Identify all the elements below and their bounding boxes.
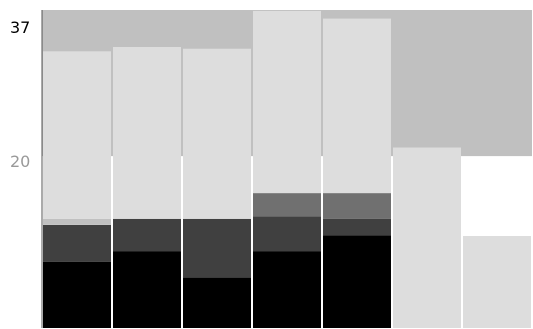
y-tick-label-20: 20 [10, 152, 30, 171]
bar-4-segment-4 [323, 18, 391, 194]
bar-4-segment-0 [323, 235, 391, 328]
bar-3-segment-0 [253, 251, 321, 328]
bar-3-segment-2 [253, 193, 321, 217]
bar-0-segment-0 [43, 261, 111, 328]
bar-5-segment-4 [393, 147, 461, 328]
bar-0-segment-4 [43, 51, 111, 219]
bar-0-segment-3 [43, 218, 111, 225]
y-axis: 37 20 [10, 10, 43, 328]
bar-3-segment-1 [253, 216, 321, 252]
bar-4-segment-2 [323, 193, 391, 219]
bars [43, 10, 531, 328]
bar-2-segment-4 [183, 48, 251, 219]
bar-1-segment-0 [113, 251, 181, 328]
bar-2-segment-1 [183, 218, 251, 278]
bar-4-segment-1 [323, 218, 391, 236]
bar-1-segment-4 [113, 47, 181, 219]
bar-0-segment-1 [43, 224, 111, 262]
bar-6-segment-4 [463, 236, 531, 328]
bar-3-segment-4 [253, 10, 321, 194]
bar-1-segment-1 [113, 218, 181, 252]
y-tick-label-37: 37 [10, 18, 30, 37]
bar-2-segment-0 [183, 277, 251, 328]
